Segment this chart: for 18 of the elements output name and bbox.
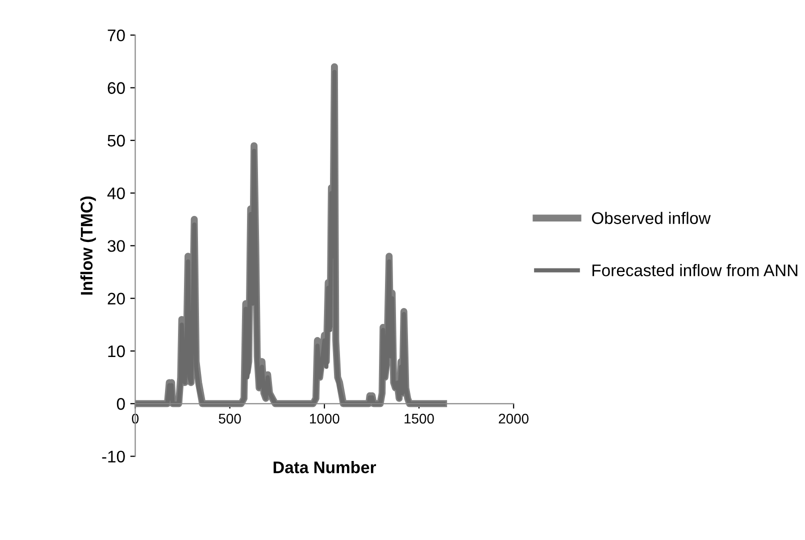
y-tick-label: 30 (108, 240, 125, 252)
y-tick-label: -10 (102, 450, 125, 463)
y-tick-label: 20 (108, 292, 125, 305)
x-axis-title: Data Number (274, 461, 376, 474)
y-axis-title: Inflow (TMC) (80, 196, 96, 295)
x-tick-label: 2000 (498, 414, 528, 424)
y-tick-label: 10 (108, 345, 125, 358)
x-tick-label: 500 (218, 414, 241, 424)
legend-label: Forecasted inflow from ANN (592, 264, 798, 276)
y-tick-label: 60 (108, 82, 125, 94)
y-tick-label: 70 (108, 30, 125, 42)
legend-label: Observed inflow (592, 212, 711, 224)
y-tick-label: 40 (107, 187, 125, 200)
y-tick-label: 0 (116, 398, 125, 410)
x-tick-label: 1000 (310, 414, 340, 424)
y-tick-label: 50 (108, 134, 125, 147)
x-tick-label: 1500 (404, 414, 434, 424)
x-tick-label: 0 (132, 414, 139, 424)
